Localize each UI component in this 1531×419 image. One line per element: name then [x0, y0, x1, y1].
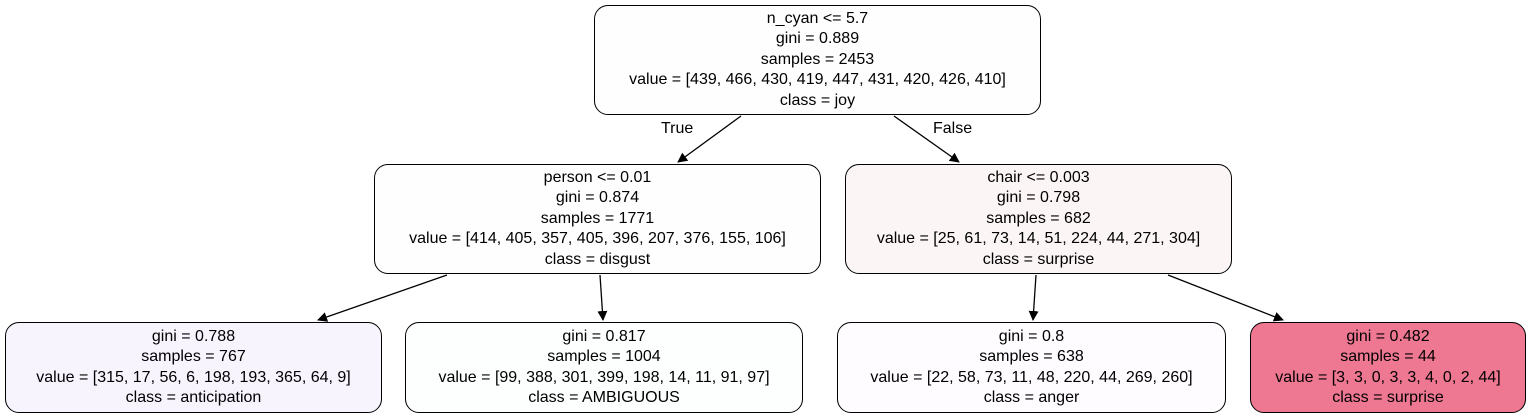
node-samples: samples = 767 [141, 348, 246, 365]
node-split: person <= 0.01 [543, 168, 652, 186]
node-gini: gini = 0.889 [775, 30, 860, 48]
edge-right-to-right-right [1167, 274, 1284, 322]
node-split: chair <= 0.003 [987, 168, 1090, 186]
node-gini: gini = 0.798 [996, 189, 1081, 207]
node-samples: samples = 44 [1340, 348, 1436, 365]
node-gini: gini = 0.482 [1346, 327, 1430, 345]
tree-leaf-left-left: gini = 0.788 samples = 767 value = [315,… [5, 322, 382, 413]
tree-node-root: n_cyan <= 5.7 gini = 0.889 samples = 245… [594, 5, 1041, 115]
node-value: value = [3, 3, 0, 3, 3, 4, 0, 2, 44] [1275, 368, 1501, 386]
edge-right-to-right-left [1028, 274, 1039, 321]
edge-label-false: False [933, 120, 973, 137]
tree-leaf-right-right: gini = 0.482 samples = 44 value = [3, 3,… [1250, 322, 1526, 413]
node-value: value = [25, 61, 73, 14, 51, 224, 44, 27… [876, 230, 1201, 248]
tree-node-left: person <= 0.01 gini = 0.874 samples = 17… [374, 164, 821, 274]
node-split: n_cyan <= 5.7 [766, 9, 869, 27]
edge-root-to-right [893, 115, 960, 163]
node-samples: samples = 2453 [760, 50, 875, 68]
node-samples: samples = 682 [986, 209, 1091, 227]
node-value: value = [414, 405, 357, 405, 396, 207, 3… [409, 230, 786, 248]
node-class: class = anticipation [125, 389, 262, 406]
node-samples: samples = 1771 [540, 209, 655, 227]
node-class: class = AMBIGUOUS [528, 389, 680, 406]
edge-label-true: True [661, 120, 694, 137]
tree-leaf-right-left: gini = 0.8 samples = 638 value = [22, 58… [837, 322, 1226, 413]
node-value: value = [439, 466, 430, 419, 447, 431, 4… [629, 71, 1006, 89]
node-class: class = surprise [982, 250, 1095, 268]
node-value: value = [315, 17, 56, 6, 198, 193, 365, … [36, 368, 351, 386]
node-value: value = [22, 58, 73, 11, 48, 220, 44, 26… [870, 368, 1193, 386]
node-class: class = surprise [1332, 389, 1444, 406]
tree-node-right: chair <= 0.003 gini = 0.798 samples = 68… [845, 164, 1232, 274]
node-class: class = joy [779, 91, 856, 109]
node-gini: gini = 0.817 [562, 327, 646, 345]
node-gini: gini = 0.8 [998, 327, 1065, 345]
edge-root-to-left [677, 115, 742, 163]
node-samples: samples = 1004 [547, 348, 661, 365]
node-gini: gini = 0.788 [151, 327, 236, 345]
node-value: value = [99, 388, 301, 399, 198, 14, 11,… [438, 368, 770, 386]
edge-left-to-left-right [597, 274, 608, 321]
tree-leaf-left-right: gini = 0.817 samples = 1004 value = [99,… [405, 322, 803, 413]
node-class: class = disgust [544, 250, 651, 268]
node-class: class = anger [983, 389, 1080, 406]
node-samples: samples = 638 [979, 348, 1084, 365]
node-gini: gini = 0.874 [555, 189, 640, 207]
edge-left-to-left-left [317, 274, 448, 322]
